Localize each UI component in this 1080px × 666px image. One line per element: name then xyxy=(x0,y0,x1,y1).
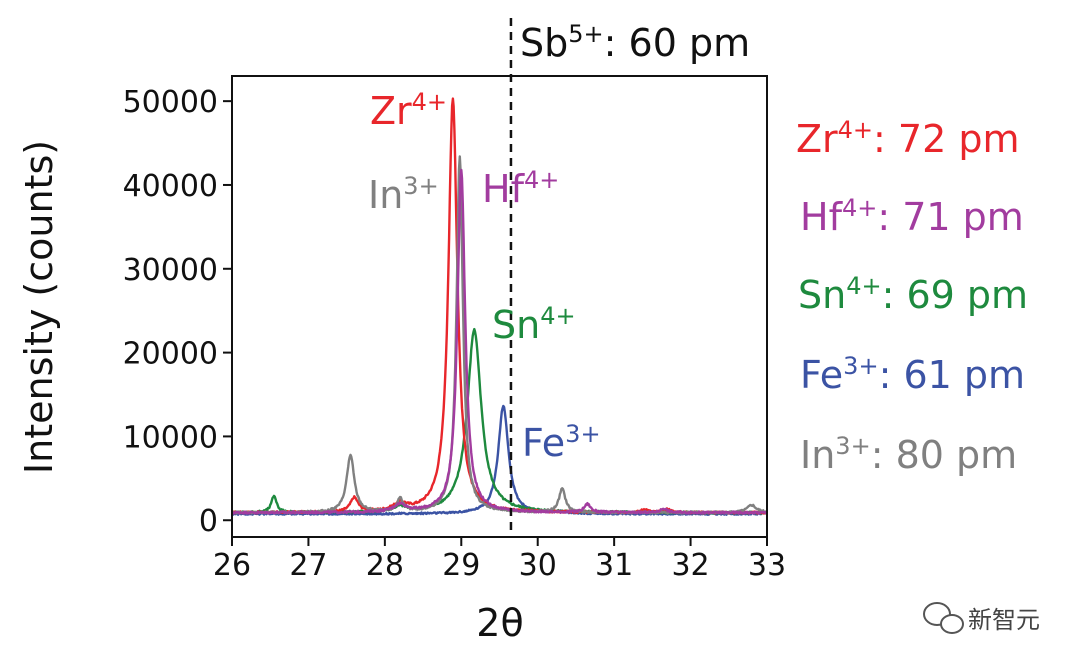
reference-radius: : 60 pm xyxy=(604,21,750,65)
y-tick-label: 50000 xyxy=(123,85,218,120)
x-tick-label: 29 xyxy=(442,548,480,583)
x-tick-label: 30 xyxy=(519,548,557,583)
x-tick-label: 32 xyxy=(671,548,709,583)
y-tick-label: 20000 xyxy=(123,337,218,372)
x-tick-label: 27 xyxy=(289,548,327,583)
legend: Zr4+: 72 pm Hf4+: 71 pm Sn4+: 69 pm Fe3+… xyxy=(796,116,1028,477)
watermark: 新智元 xyxy=(923,602,1040,634)
watermark-text: 新智元 xyxy=(968,606,1040,634)
x-axis-title: 2θ xyxy=(476,601,523,645)
legend-entry-fe: Fe3+: 61 pm xyxy=(800,352,1025,397)
y-tick-label: 0 xyxy=(199,504,218,539)
series-line-fe xyxy=(230,404,768,516)
series-line-hf xyxy=(231,168,768,515)
legend-entry-sn: Sn4+: 69 pm xyxy=(798,272,1028,317)
peak-label-in: In3+ xyxy=(368,172,439,217)
axis-ticks: 26 27 28 29 30 31 32 33 0 10000 20000 30000 40000 500… xyxy=(123,85,787,583)
legend-entry-zr: Zr4+: 72 pm xyxy=(796,116,1020,161)
x-tick-label: 33 xyxy=(748,548,786,583)
y-tick-label: 30000 xyxy=(123,253,218,288)
reference-ion-charge: 5+ xyxy=(568,20,603,48)
series-line-sn xyxy=(231,327,768,515)
peak-label-zr: Zr4+ xyxy=(370,88,447,133)
y-tick-label: 10000 xyxy=(123,420,218,455)
legend-entry-in: In3+: 80 pm xyxy=(800,432,1017,477)
reference-line-label: Sb5+: 60 pm xyxy=(520,20,750,65)
peak-label-fe: Fe3+ xyxy=(522,420,601,465)
y-tick-label: 40000 xyxy=(123,169,218,204)
reference-ion: Sb xyxy=(520,21,568,65)
x-tick-label: 28 xyxy=(366,548,404,583)
legend-entry-hf: Hf4+: 71 pm xyxy=(800,194,1024,239)
series-layer xyxy=(230,97,768,516)
wechat-icon xyxy=(923,602,964,634)
peak-label-hf: Hf4+ xyxy=(482,166,559,211)
y-axis-title: Intensity (counts) xyxy=(17,140,61,474)
peak-label-sn: Sn4+ xyxy=(492,302,576,347)
plot-frame xyxy=(231,75,768,538)
x-tick-label: 26 xyxy=(213,548,251,583)
x-tick-label: 31 xyxy=(595,548,633,583)
